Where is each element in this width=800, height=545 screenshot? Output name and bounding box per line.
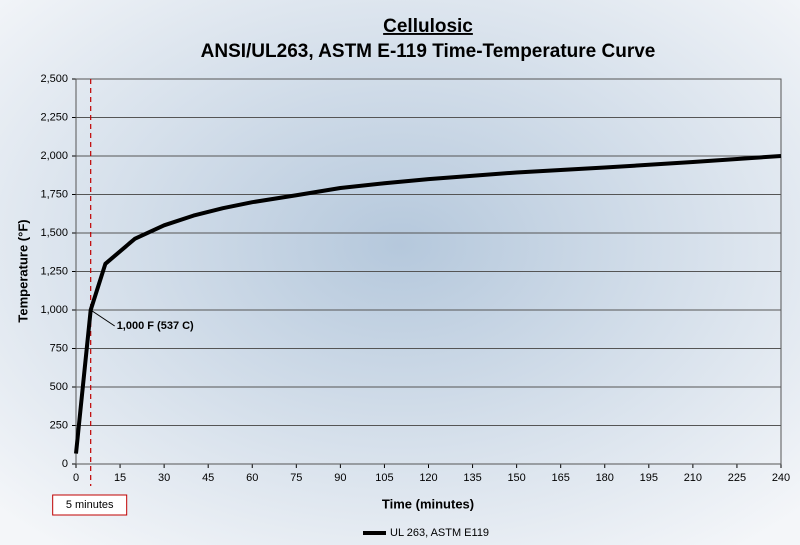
x-tick-label: 240 <box>772 472 790 484</box>
y-tick-label: 2,250 <box>40 111 68 123</box>
x-tick-label: 165 <box>552 472 570 484</box>
x-tick-label: 75 <box>290 472 302 484</box>
chart-subtitle: ANSI/UL263, ASTM E-119 Time-Temperature … <box>201 41 656 62</box>
x-tick-label: 60 <box>246 472 258 484</box>
y-tick-label: 1,500 <box>40 227 68 239</box>
legend-label: UL 263, ASTM E119 <box>390 527 489 539</box>
annotation-label: 1,000 F (537 C) <box>117 320 194 332</box>
x-tick-label: 90 <box>334 472 346 484</box>
x-tick-label: 210 <box>684 472 702 484</box>
annotation-leader <box>90 309 115 327</box>
y-tick-label: 1,250 <box>40 265 68 277</box>
x-tick-label: 30 <box>158 472 170 484</box>
x-tick-label: 120 <box>419 472 437 484</box>
x-tick-label: 180 <box>596 472 614 484</box>
x-tick-label: 45 <box>202 472 214 484</box>
x-tick-label: 0 <box>73 472 79 484</box>
data-line <box>74 154 782 454</box>
y-tick-label: 250 <box>50 419 68 431</box>
reference-label: 5 minutes <box>66 499 114 511</box>
y-tick-label: 1,750 <box>40 188 68 200</box>
x-tick-label: 195 <box>640 472 658 484</box>
y-tick-label: 1,000 <box>40 304 68 316</box>
y-axis-title: Temperature (°F) <box>15 219 30 322</box>
x-tick-label: 15 <box>114 472 126 484</box>
x-tick-label: 105 <box>375 472 393 484</box>
x-axis-title: Time (minutes) <box>382 496 474 511</box>
y-tick-label: 0 <box>62 458 68 470</box>
y-tick-label: 500 <box>50 381 68 393</box>
chart-title: Cellulosic <box>383 16 473 37</box>
reference-label-box <box>52 494 128 516</box>
y-tick-label: 2,000 <box>40 150 68 162</box>
x-tick-label: 225 <box>728 472 746 484</box>
x-tick-label: 135 <box>463 472 481 484</box>
y-tick-label: 750 <box>50 342 68 354</box>
x-tick-label: 150 <box>507 472 525 484</box>
plot-frame <box>75 78 782 465</box>
y-tick-label: 2,500 <box>40 73 68 85</box>
